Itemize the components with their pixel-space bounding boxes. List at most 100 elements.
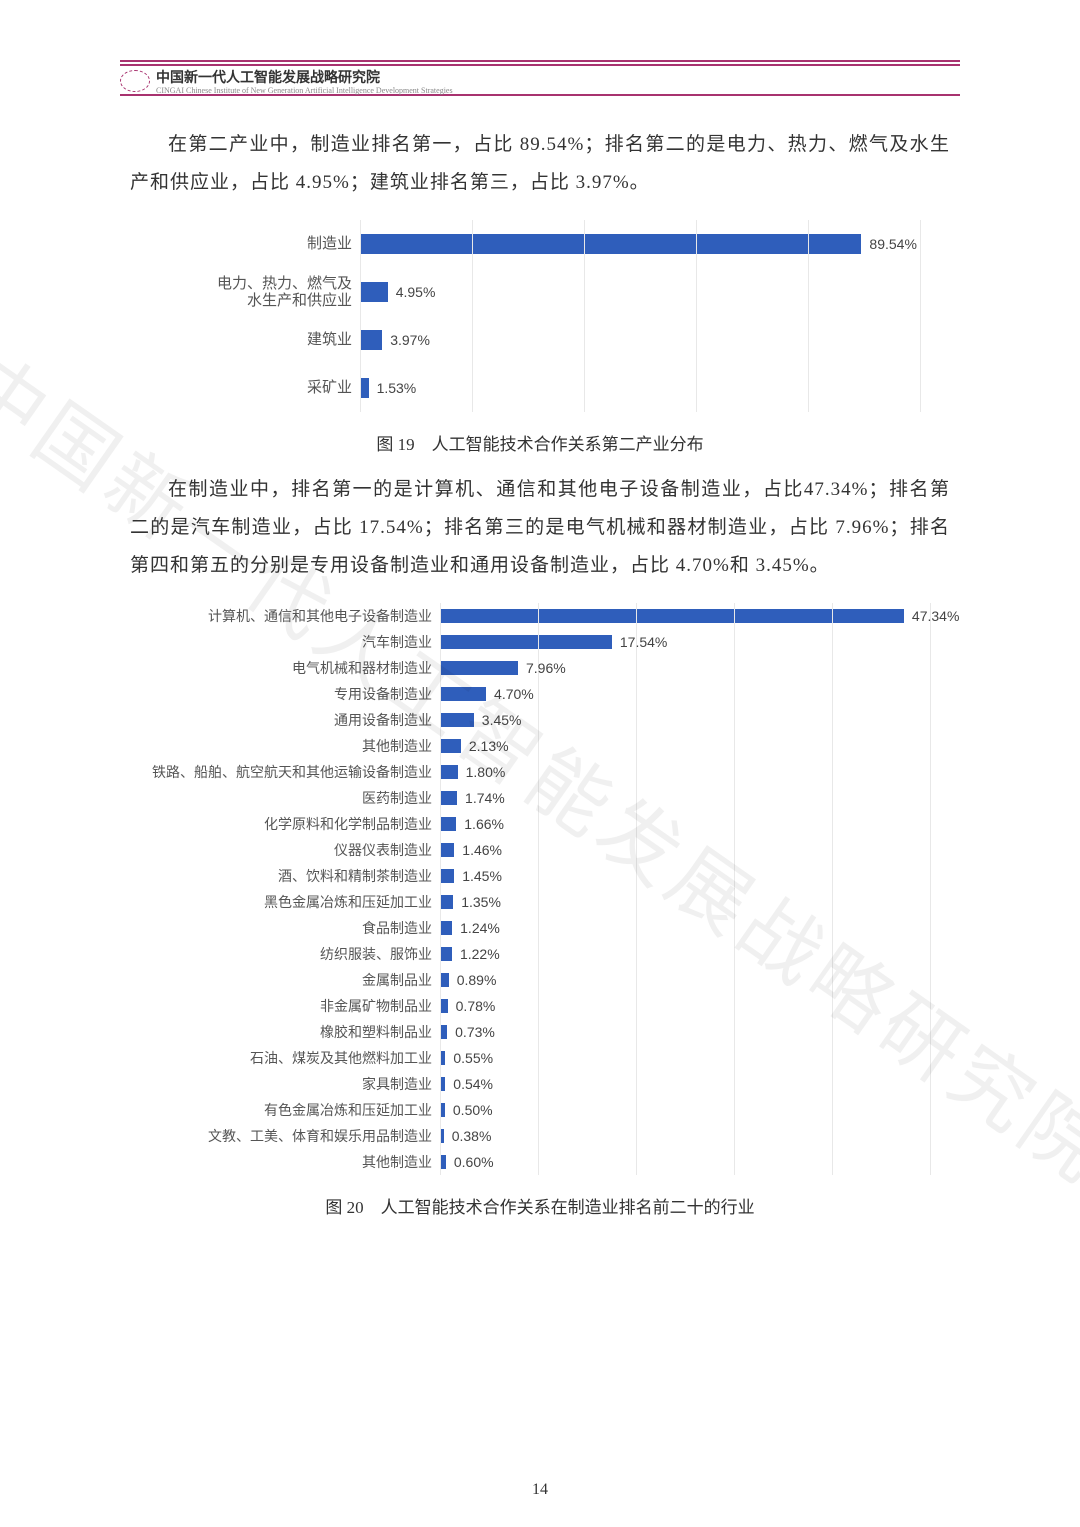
gridline bbox=[808, 316, 809, 364]
bar bbox=[440, 921, 452, 935]
bar-value: 0.89% bbox=[457, 972, 497, 988]
bar-value: 1.46% bbox=[462, 842, 502, 858]
bar-value: 1.24% bbox=[460, 920, 500, 936]
gridline bbox=[808, 268, 809, 316]
gridline bbox=[584, 364, 585, 412]
gridline bbox=[636, 1149, 637, 1175]
gridline bbox=[930, 1071, 931, 1097]
bar-label: 黑色金属冶炼和压延加工业 bbox=[130, 894, 440, 910]
bar bbox=[360, 234, 861, 254]
bar-value: 2.13% bbox=[469, 738, 509, 754]
gridline bbox=[636, 915, 637, 941]
gridline bbox=[440, 1123, 441, 1149]
gridline bbox=[636, 603, 637, 629]
gridline bbox=[832, 1019, 833, 1045]
gridline bbox=[636, 1019, 637, 1045]
gridline bbox=[440, 759, 441, 785]
chart-row: 黑色金属冶炼和压延加工业 1.35% bbox=[130, 889, 930, 915]
gridline bbox=[734, 967, 735, 993]
gridline bbox=[584, 220, 585, 268]
gridline bbox=[440, 941, 441, 967]
gridline bbox=[734, 759, 735, 785]
gridline bbox=[584, 316, 585, 364]
gridline bbox=[440, 915, 441, 941]
gridline bbox=[440, 967, 441, 993]
bar-value: 3.97% bbox=[390, 332, 430, 348]
gridline bbox=[440, 1019, 441, 1045]
gridline bbox=[538, 759, 539, 785]
gridline bbox=[808, 220, 809, 268]
gridline bbox=[832, 993, 833, 1019]
bar bbox=[440, 973, 449, 987]
gridline bbox=[734, 707, 735, 733]
caption-19: 图 19 人工智能技术合作关系第二产业分布 bbox=[120, 430, 960, 455]
chart-row: 专用设备制造业 4.70% bbox=[130, 681, 930, 707]
bar-value: 1.45% bbox=[462, 868, 502, 884]
gridline bbox=[734, 1123, 735, 1149]
bar-label: 制造业 bbox=[160, 235, 360, 252]
bar bbox=[440, 947, 452, 961]
gridline bbox=[472, 364, 473, 412]
gridline bbox=[636, 1097, 637, 1123]
gridline bbox=[636, 1123, 637, 1149]
gridline bbox=[734, 629, 735, 655]
gridline bbox=[832, 811, 833, 837]
bar-value: 1.35% bbox=[461, 894, 501, 910]
bar-label: 电气机械和器材制造业 bbox=[130, 660, 440, 676]
gridline bbox=[734, 889, 735, 915]
gridline bbox=[696, 220, 697, 268]
bar-area: 0.73% bbox=[440, 1019, 930, 1045]
gridline bbox=[832, 733, 833, 759]
gridline bbox=[472, 316, 473, 364]
bar-value: 0.60% bbox=[454, 1154, 494, 1170]
bar-area: 17.54% bbox=[440, 629, 930, 655]
bar-value: 1.74% bbox=[465, 790, 505, 806]
gridline bbox=[538, 993, 539, 1019]
gridline bbox=[930, 993, 931, 1019]
bar-label: 计算机、通信和其他电子设备制造业 bbox=[130, 608, 440, 624]
gridline bbox=[538, 629, 539, 655]
bar-label: 金属制品业 bbox=[130, 972, 440, 988]
gridline bbox=[734, 785, 735, 811]
bar-label: 仪器仪表制造业 bbox=[130, 842, 440, 858]
bar-area: 1.74% bbox=[440, 785, 930, 811]
gridline bbox=[920, 316, 921, 364]
bar-value: 1.66% bbox=[464, 816, 504, 832]
gridline bbox=[636, 863, 637, 889]
gridline bbox=[538, 1045, 539, 1071]
bar-value: 3.45% bbox=[482, 712, 522, 728]
bar-area: 0.78% bbox=[440, 993, 930, 1019]
gridline bbox=[734, 655, 735, 681]
chart-row: 食品制造业 1.24% bbox=[130, 915, 930, 941]
gridline bbox=[930, 837, 931, 863]
chart-row: 酒、饮料和精制茶制造业 1.45% bbox=[130, 863, 930, 889]
bar-area: 3.97% bbox=[360, 316, 920, 364]
gridline bbox=[440, 655, 441, 681]
bar-label: 汽车制造业 bbox=[130, 634, 440, 650]
gridline bbox=[440, 837, 441, 863]
gridline bbox=[440, 603, 441, 629]
gridline bbox=[696, 364, 697, 412]
gridline bbox=[636, 837, 637, 863]
chart-row: 家具制造业 0.54% bbox=[130, 1071, 930, 1097]
bar-label: 家具制造业 bbox=[130, 1076, 440, 1092]
gridline bbox=[832, 707, 833, 733]
gridline bbox=[734, 1071, 735, 1097]
gridline bbox=[538, 837, 539, 863]
bar bbox=[440, 739, 461, 753]
bar-label: 其他制造业 bbox=[130, 738, 440, 754]
bar-value: 4.95% bbox=[396, 284, 436, 300]
gridline bbox=[636, 655, 637, 681]
bar-area: 0.54% bbox=[440, 1071, 930, 1097]
gridline bbox=[440, 681, 441, 707]
gridline bbox=[832, 837, 833, 863]
chart-row: 其他制造业 2.13% bbox=[130, 733, 930, 759]
bar bbox=[360, 330, 382, 350]
chart-row: 采矿业 1.53% bbox=[160, 364, 920, 412]
gridline bbox=[636, 759, 637, 785]
gridline bbox=[832, 759, 833, 785]
gridline bbox=[440, 993, 441, 1019]
chart-row: 其他制造业 0.60% bbox=[130, 1149, 930, 1175]
gridline bbox=[930, 1045, 931, 1071]
bar bbox=[440, 791, 457, 805]
